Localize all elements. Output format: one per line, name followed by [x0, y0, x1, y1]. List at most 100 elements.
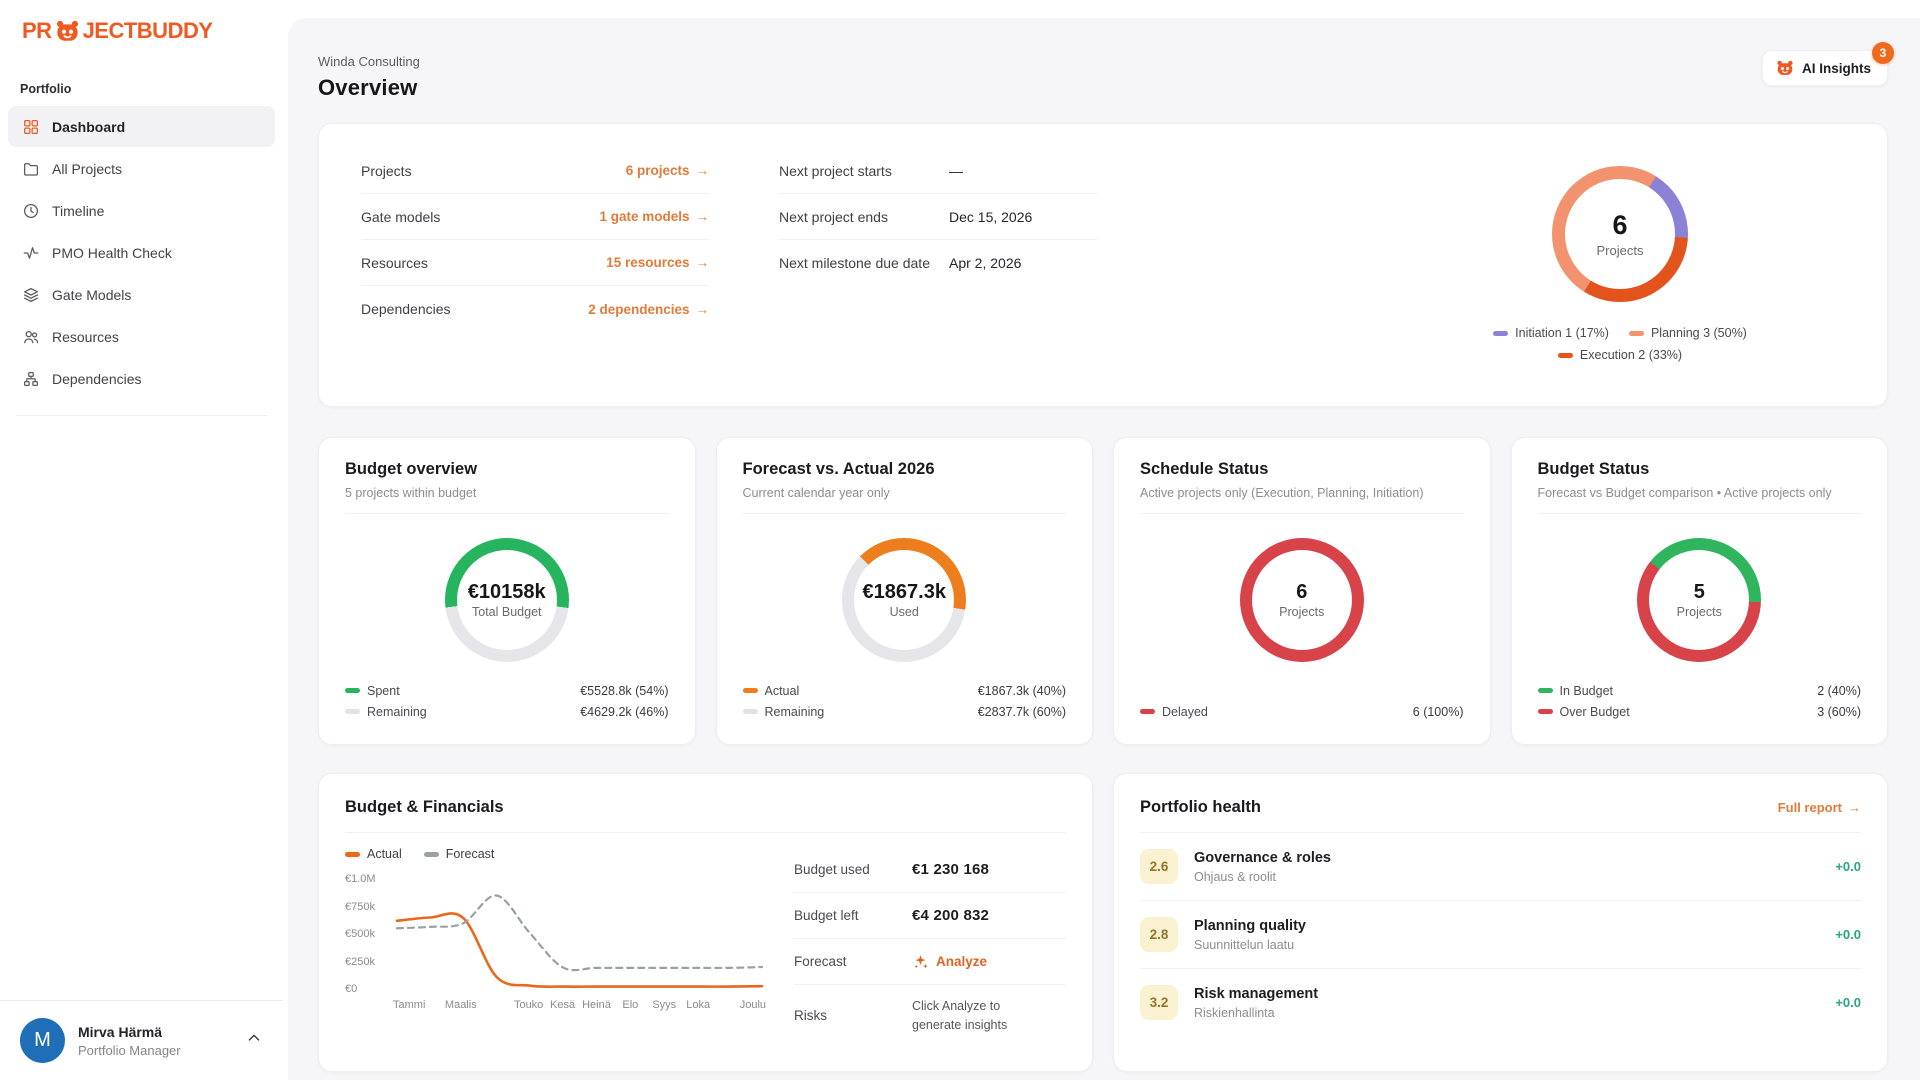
user-role: Portfolio Manager — [78, 1043, 181, 1058]
sidebar: PR JECTBUDDY Portfolio Dashboard All Pro… — [0, 0, 283, 1080]
sidebar-item-dependencies[interactable]: Dependencies — [8, 358, 275, 399]
date-value: Dec 15, 2026 — [949, 209, 1097, 225]
stat-row-gate-models: Gate models 1 gate models→ — [361, 194, 709, 240]
budget-overview-donut: €10158k Total Budget — [445, 538, 569, 662]
arrow-right-icon: → — [696, 163, 710, 178]
company-name: Winda Consulting — [318, 54, 1888, 69]
resources-link[interactable]: 15 resources→ — [606, 255, 709, 270]
projects-link[interactable]: 6 projects→ — [626, 163, 709, 178]
logo-text-pre: PR — [22, 18, 52, 44]
card-title: Portfolio health — [1140, 798, 1261, 817]
chart-legend-item: Actual — [345, 847, 402, 861]
sidebar-item-gate-models[interactable]: Gate Models — [8, 274, 275, 315]
forecast-row: Forecast Analyze — [794, 939, 1066, 985]
health-delta: +0.0 — [1835, 927, 1861, 942]
donut-center-value: 6 — [1296, 581, 1307, 604]
score-badge: 2.6 — [1140, 849, 1178, 884]
chart-legend-item: Forecast — [424, 847, 495, 861]
legend-row-remaining: Remaining €4629.2k (46%) — [345, 701, 669, 722]
ai-insights-button[interactable]: AI Insights 3 — [1762, 50, 1888, 86]
budget-used-row: Budget used €1 230 168 — [794, 847, 1066, 893]
full-report-link[interactable]: Full report→ — [1778, 800, 1861, 815]
legend-row-over-budget: Over Budget 3 (60%) — [1538, 701, 1862, 722]
date-row-next-end: Next project ends Dec 15, 2026 — [779, 194, 1097, 240]
row-label: Risks — [794, 1008, 912, 1023]
sidebar-item-label: Gate Models — [52, 287, 131, 303]
stat-label: Projects — [361, 163, 531, 179]
gate-models-link[interactable]: 1 gate models→ — [599, 209, 709, 224]
arrow-right-icon: → — [696, 209, 710, 224]
card-title: Schedule Status — [1140, 460, 1464, 479]
ai-insights-label: AI Insights — [1802, 61, 1871, 76]
sidebar-item-timeline[interactable]: Timeline — [8, 190, 275, 231]
row-label: Forecast — [794, 954, 912, 969]
date-label: Next project ends — [779, 209, 949, 225]
date-label: Next milestone due date — [779, 255, 949, 271]
risks-row: Risks Click Analyze to generate insights — [794, 985, 1066, 1047]
summary-stats: Projects 6 projects→ Gate models 1 gate … — [361, 148, 709, 382]
legend-item-planning: Planning 3 (50%) — [1629, 326, 1747, 340]
schedule-status-card: Schedule Status Active projects only (Ex… — [1113, 437, 1491, 745]
sidebar-item-dashboard[interactable]: Dashboard — [8, 106, 275, 147]
user-name: Mirva Härmä — [78, 1024, 181, 1040]
phase-legend: Initiation 1 (17%) Planning 3 (50%) Exec… — [1470, 326, 1770, 362]
user-menu[interactable]: M Mirva Härmä Portfolio Manager — [0, 1000, 283, 1080]
ai-insights-badge: 3 — [1872, 42, 1894, 64]
legend-row-spent: Spent €5528.8k (54%) — [345, 680, 669, 701]
date-value: — — [949, 163, 1097, 179]
line-chart-svg — [393, 873, 766, 995]
avatar: M — [20, 1018, 65, 1063]
legend-row-delayed: Delayed 6 (100%) — [1140, 701, 1464, 722]
stat-label: Dependencies — [361, 301, 531, 317]
legend-row-in-budget: In Budget 2 (40%) — [1538, 680, 1862, 701]
row-label: Budget used — [794, 862, 912, 877]
card-subtitle: Active projects only (Execution, Plannin… — [1140, 486, 1464, 500]
card-title: Budget overview — [345, 460, 669, 479]
bottom-row: Budget & Financials Actual Forecast €1.0M… — [318, 773, 1888, 1072]
sidebar-item-label: Dashboard — [52, 119, 125, 135]
sidebar-item-label: Dependencies — [52, 371, 142, 387]
score-badge: 2.8 — [1140, 917, 1178, 952]
health-delta: +0.0 — [1835, 859, 1861, 874]
score-badge: 3.2 — [1140, 985, 1178, 1020]
health-row-governance: 2.6 Governance & roles Ohjaus & roolit +… — [1140, 833, 1861, 901]
arrow-right-icon: → — [696, 302, 710, 317]
app-logo[interactable]: PR JECTBUDDY — [0, 0, 283, 44]
clock-icon — [22, 202, 40, 220]
card-title: Forecast vs. Actual 2026 — [743, 460, 1067, 479]
summary-dates: Next project starts — Next project ends … — [779, 148, 1097, 382]
sidebar-nav: Dashboard All Projects Timeline PMO Heal… — [0, 106, 283, 399]
budget-overview-card: Budget overview 5 projects within budget… — [318, 437, 696, 745]
sidebar-section-label: Portfolio — [0, 82, 283, 96]
robot-icon — [1776, 60, 1794, 76]
card-subtitle: Current calendar year only — [743, 486, 1067, 500]
health-subtitle: Suunnittelun laatu — [1194, 938, 1306, 952]
dependencies-link[interactable]: 2 dependencies→ — [588, 302, 709, 317]
health-title: Risk management — [1194, 986, 1318, 1002]
stat-row-projects: Projects 6 projects→ — [361, 148, 709, 194]
chart-y-axis: €1.0M€750k€500k€250k€0 — [345, 873, 393, 995]
budget-line-chart: ActualForecast €1.0M€750k€500k€250k€0 Ta… — [345, 847, 766, 1047]
legend-row-remaining: Remaining €2837.7k (60%) — [743, 701, 1067, 722]
sidebar-item-all-projects[interactable]: All Projects — [8, 148, 275, 189]
kpi-cards-row: Budget overview 5 projects within budget… — [318, 437, 1888, 745]
hierarchy-icon — [22, 370, 40, 388]
health-title: Governance & roles — [1194, 850, 1331, 866]
budget-financials-card: Budget & Financials Actual Forecast €1.0M… — [318, 773, 1093, 1072]
sidebar-item-resources[interactable]: Resources — [8, 316, 275, 357]
grid-icon — [22, 118, 40, 136]
sidebar-item-label: PMO Health Check — [52, 245, 172, 261]
analyze-button[interactable]: Analyze — [912, 953, 987, 970]
sidebar-item-pmo-health-check[interactable]: PMO Health Check — [8, 232, 275, 273]
robot-icon — [55, 20, 80, 42]
activity-icon — [22, 244, 40, 262]
health-row-risk: 3.2 Risk management Riskienhallinta +0.0 — [1140, 969, 1861, 1036]
legend-item-execution: Execution 2 (33%) — [1558, 348, 1682, 362]
chevron-up-icon[interactable] — [245, 1029, 263, 1052]
projects-phase-donut: 6 Projects — [1552, 166, 1688, 302]
legend-row-actual: Actual €1867.3k (40%) — [743, 680, 1067, 701]
budget-left-value: €4 200 832 — [912, 907, 989, 924]
donut-center-value: 6 — [1612, 210, 1627, 241]
users-icon — [22, 328, 40, 346]
card-title: Budget & Financials — [345, 798, 1066, 817]
